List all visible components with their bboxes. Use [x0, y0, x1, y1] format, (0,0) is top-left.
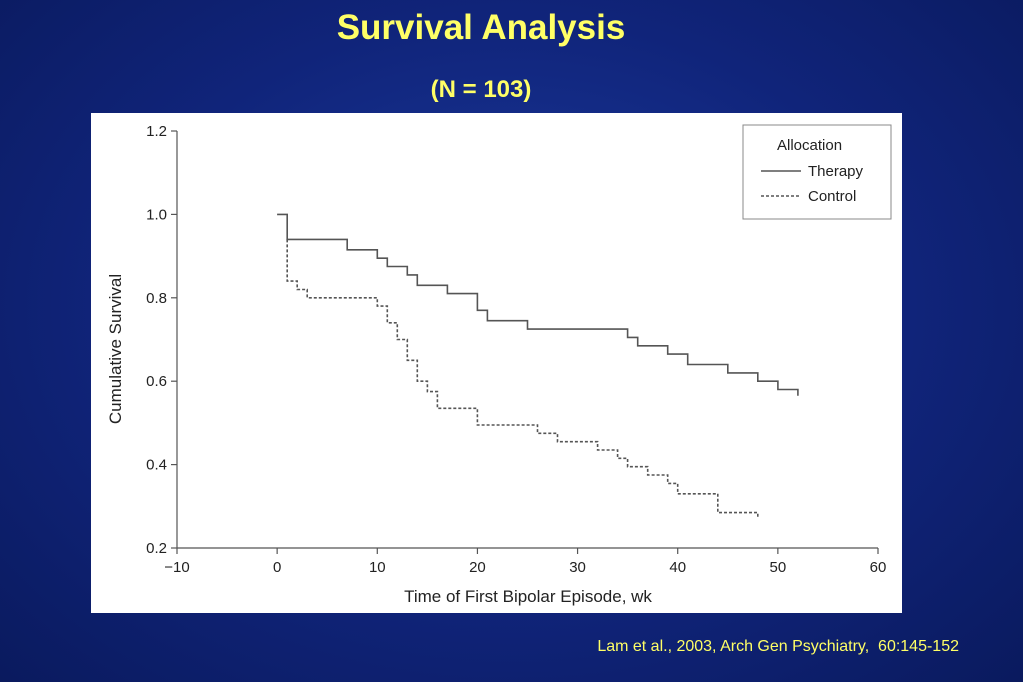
slide-title: Survival Analysis — [336, 8, 626, 47]
slide-subtitle: (N = 103) — [430, 76, 532, 103]
chart-legend: Allocation Therapy Control — [742, 124, 892, 220]
citation: Lam et al., 2003, Arch Gen Psychiatry, 6… — [597, 638, 959, 655]
legend-title: Allocation — [777, 137, 842, 154]
x-tick-label: 20 — [469, 559, 486, 576]
y-tick-label: 1.2 — [146, 123, 167, 140]
series-line-control — [286, 239, 759, 519]
y-tick-label: 0.4 — [146, 457, 167, 474]
y-tick-label: 0.8 — [146, 290, 167, 307]
x-tick-label: 60 — [870, 559, 887, 576]
legend-label-control: Control — [808, 188, 856, 205]
legend-box — [742, 124, 892, 220]
x-tick-label: 0 — [273, 559, 281, 576]
survival-chart: 0.2 0.4 0.6 0.8 1.0 1.2 −10 0 10 20 30 40 50 60 Time … — [106, 123, 892, 606]
x-axis-title: Time of First Bipolar Episode, wk — [404, 587, 652, 606]
x-tick-label: 40 — [669, 559, 686, 576]
y-axis-title: Cumulative Survival — [106, 274, 125, 424]
y-tick-label: 1.0 — [146, 206, 167, 223]
series-line-therapy — [277, 213, 799, 396]
chart-series — [277, 213, 799, 519]
y-tick-label: 0.6 — [146, 373, 167, 390]
x-tick-label: 10 — [369, 559, 386, 576]
y-tick-label: 0.2 — [146, 540, 167, 557]
x-tick-label: −10 — [164, 559, 189, 576]
legend-label-therapy: Therapy — [808, 163, 864, 180]
x-tick-label: 50 — [770, 559, 787, 576]
chart-axes: 0.2 0.4 0.6 0.8 1.0 1.2 −10 0 10 20 30 40 50 60 — [146, 123, 886, 576]
x-tick-label: 30 — [569, 559, 586, 576]
chart-panel: 0.2 0.4 0.6 0.8 1.0 1.2 −10 0 10 20 30 40 50 60 Time … — [91, 113, 902, 613]
